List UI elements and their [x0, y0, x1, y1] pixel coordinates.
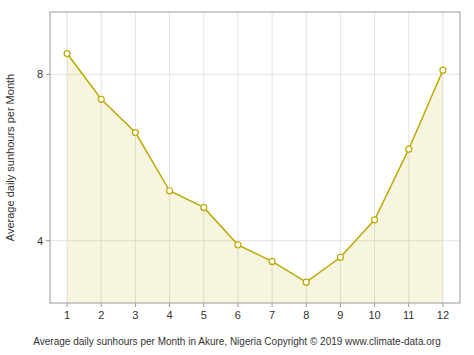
x-tick-label: 11: [403, 309, 414, 321]
x-axis-label: Average daily sunhours per Month in Akur…: [33, 336, 440, 347]
y-axis-label: Average daily sunhours per Month: [4, 74, 16, 241]
marker: [201, 204, 207, 210]
x-tick-label: 5: [201, 309, 207, 321]
x-tick-label: 12: [437, 309, 449, 321]
x-tick: [340, 303, 341, 307]
marker: [98, 96, 104, 102]
marker: [372, 217, 378, 223]
y-tick: [46, 240, 50, 241]
x-tick: [169, 303, 170, 307]
marker: [440, 67, 446, 73]
x-tick: [374, 303, 375, 307]
marker: [132, 130, 138, 136]
x-tick-label: 6: [235, 309, 241, 321]
marker: [406, 146, 412, 152]
x-tick-label: 7: [269, 309, 275, 321]
x-tick-label: 8: [303, 309, 309, 321]
x-tick: [237, 303, 238, 307]
marker: [167, 188, 173, 194]
plot-frame: [50, 12, 460, 303]
y-grid-line: [50, 74, 460, 75]
x-tick: [408, 303, 409, 307]
chart-container: 12345678910111248Average daily sunhours …: [0, 0, 474, 355]
marker: [235, 242, 241, 248]
x-tick: [135, 303, 136, 307]
x-tick: [306, 303, 307, 307]
plot-area: [64, 51, 446, 303]
x-tick: [442, 303, 443, 307]
x-grid-line: [306, 12, 307, 303]
grid: [50, 12, 460, 303]
chart-svg: 12345678910111248Average daily sunhours …: [0, 0, 474, 355]
x-tick: [67, 303, 68, 307]
x-tick-label: 9: [337, 309, 343, 321]
x-tick-label: 1: [64, 309, 70, 321]
area-fill: [67, 54, 443, 303]
x-tick: [272, 303, 273, 307]
x-tick-label: 4: [167, 309, 173, 321]
y-tick: [46, 74, 50, 75]
marker: [303, 279, 309, 285]
line: [67, 54, 443, 283]
x-tick: [203, 303, 204, 307]
marker: [64, 51, 70, 57]
x-tick-label: 2: [98, 309, 104, 321]
x-tick-label: 10: [368, 309, 380, 321]
y-tick-label: 8: [37, 68, 43, 80]
marker: [269, 258, 275, 264]
x-tick-label: 3: [132, 309, 138, 321]
y-tick-label: 4: [37, 235, 43, 247]
marker: [337, 254, 343, 260]
x-tick: [101, 303, 102, 307]
